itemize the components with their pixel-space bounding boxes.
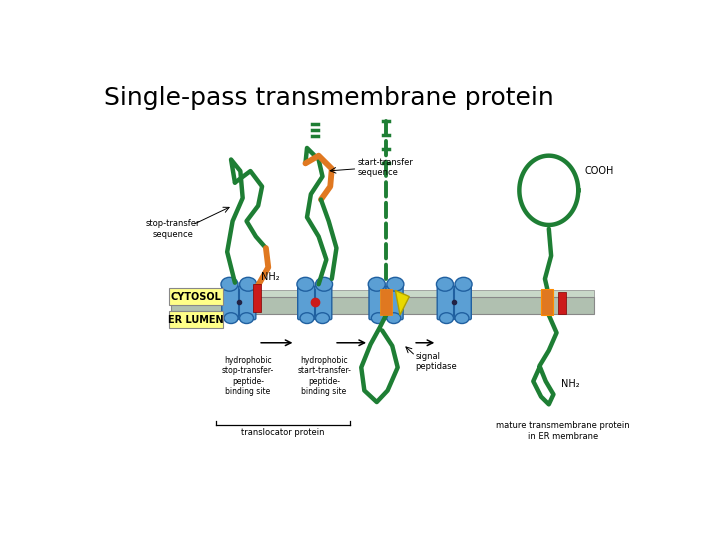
Ellipse shape (455, 278, 472, 291)
Text: hydrophobic
stop-transfer-
peptide-
binding site: hydrophobic stop-transfer- peptide- bind… (222, 356, 274, 396)
FancyBboxPatch shape (315, 286, 332, 320)
Bar (380, 289, 392, 315)
Text: NH₂: NH₂ (261, 272, 279, 281)
FancyBboxPatch shape (369, 286, 386, 320)
Ellipse shape (439, 313, 454, 323)
FancyBboxPatch shape (454, 286, 472, 320)
Ellipse shape (315, 313, 330, 323)
Text: COOH: COOH (585, 166, 614, 176)
Ellipse shape (372, 313, 385, 323)
FancyBboxPatch shape (169, 311, 223, 328)
Bar (541, 289, 554, 315)
Bar (253, 284, 261, 312)
Text: Single-pass transmembrane protein: Single-pass transmembrane protein (104, 86, 554, 110)
Ellipse shape (240, 278, 256, 291)
FancyBboxPatch shape (297, 286, 315, 320)
Text: stop-transfer
sequence: stop-transfer sequence (145, 219, 200, 239)
Ellipse shape (224, 313, 238, 323)
Polygon shape (395, 291, 409, 315)
Ellipse shape (297, 278, 314, 291)
Ellipse shape (300, 313, 314, 323)
Text: mature transmembrane protein
in ER membrane: mature transmembrane protein in ER membr… (496, 421, 629, 441)
Text: ER LUMEN: ER LUMEN (168, 315, 224, 326)
Ellipse shape (387, 313, 401, 323)
Ellipse shape (240, 313, 253, 323)
Ellipse shape (221, 278, 238, 291)
Bar (171, 296, 594, 314)
Ellipse shape (315, 278, 333, 291)
Bar (558, 292, 566, 314)
FancyBboxPatch shape (239, 286, 256, 320)
Bar (171, 291, 594, 296)
Text: start-transfer
sequence: start-transfer sequence (357, 158, 413, 177)
Text: NH₂: NH₂ (561, 379, 580, 389)
Text: translocator protein: translocator protein (240, 428, 324, 437)
FancyBboxPatch shape (169, 288, 223, 305)
Text: signal
peptidase: signal peptidase (415, 352, 457, 371)
Ellipse shape (436, 278, 454, 291)
Text: hydrophobic
start-transfer-
peptide-
binding site: hydrophobic start-transfer- peptide- bin… (297, 356, 351, 396)
FancyBboxPatch shape (386, 286, 403, 320)
Ellipse shape (387, 278, 404, 291)
FancyBboxPatch shape (222, 286, 239, 320)
Text: CYTOSOL: CYTOSOL (171, 292, 222, 302)
Ellipse shape (455, 313, 469, 323)
Ellipse shape (368, 278, 385, 291)
FancyBboxPatch shape (437, 286, 454, 320)
